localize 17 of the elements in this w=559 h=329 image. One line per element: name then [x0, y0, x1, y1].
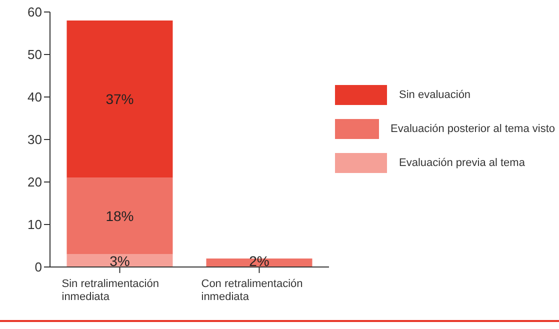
legend-label: Evaluación previa al tema: [399, 157, 525, 169]
bar: [66, 20, 173, 178]
legend-label: Sin evaluación: [399, 89, 471, 101]
y-tick-label: 30: [28, 132, 42, 148]
bar: [66, 178, 173, 254]
legend-label: Evaluación posterior al tema visto: [390, 123, 555, 135]
y-tick-label: 40: [28, 90, 42, 105]
y-tick-label: 60: [28, 4, 42, 20]
data-label: 18%: [106, 208, 134, 224]
x-tick-label: Sin retralimentación inmediata: [62, 278, 159, 303]
data-label: 37%: [106, 91, 134, 108]
y-tick-label: 20: [28, 174, 42, 190]
y-tick-label: 50: [28, 47, 42, 62]
y-tick-label: 10: [28, 217, 42, 232]
data-label: 3%: [110, 253, 130, 269]
x-tick-label: Con retralimentación inmediata: [201, 278, 303, 303]
y-tick-label: 0: [34, 260, 42, 275]
